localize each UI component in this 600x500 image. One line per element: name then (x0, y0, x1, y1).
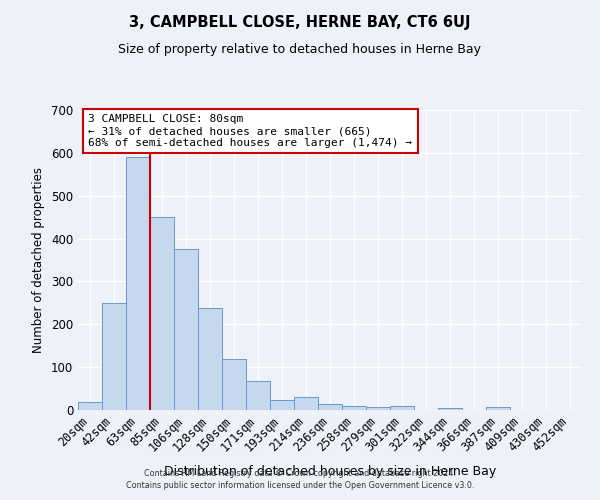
Bar (78, 402, 102, 410)
Bar (270, 400, 294, 410)
Bar (486, 407, 510, 410)
Text: Size of property relative to detached houses in Herne Bay: Size of property relative to detached ho… (119, 42, 482, 56)
Bar (174, 250, 198, 410)
Y-axis label: Number of detached properties: Number of detached properties (32, 167, 46, 353)
Bar (198, 308, 222, 410)
Bar (438, 408, 462, 410)
Bar (102, 303, 126, 410)
Bar (246, 381, 270, 410)
Bar (390, 406, 414, 410)
Text: 3, CAMPBELL CLOSE, HERNE BAY, CT6 6UJ: 3, CAMPBELL CLOSE, HERNE BAY, CT6 6UJ (129, 15, 471, 30)
Text: 3 CAMPBELL CLOSE: 80sqm
← 31% of detached houses are smaller (665)
68% of semi-d: 3 CAMPBELL CLOSE: 80sqm ← 31% of detache… (88, 114, 412, 148)
Bar (342, 406, 366, 410)
X-axis label: Distribution of detached houses by size in Herne Bay: Distribution of detached houses by size … (164, 466, 496, 478)
Bar (366, 407, 390, 410)
Bar (294, 397, 318, 410)
Bar (126, 157, 150, 410)
Text: Contains public sector information licensed under the Open Government Licence v3: Contains public sector information licen… (126, 481, 474, 490)
Bar (150, 217, 174, 410)
Bar (222, 358, 246, 410)
Text: Contains HM Land Registry data © Crown copyright and database right 2024.: Contains HM Land Registry data © Crown c… (144, 468, 456, 477)
Bar (318, 404, 342, 410)
